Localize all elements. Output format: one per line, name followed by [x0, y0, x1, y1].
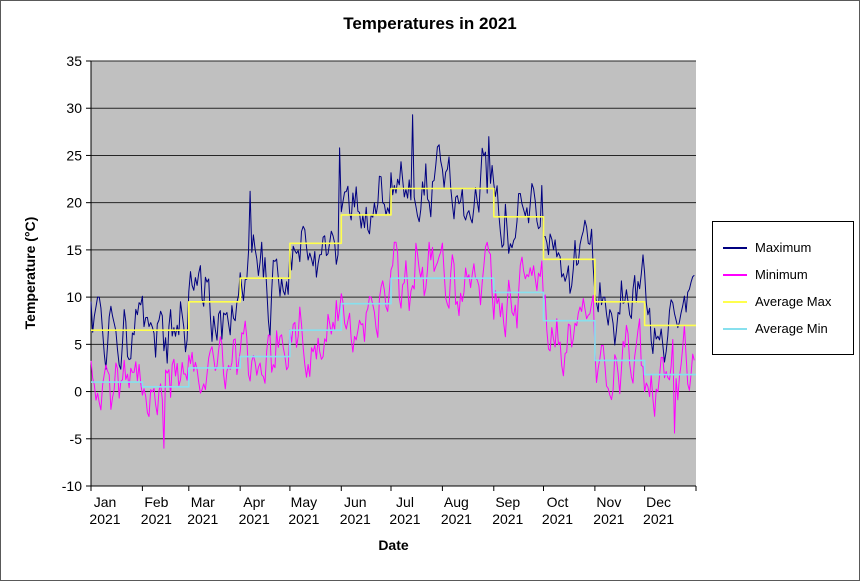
y-tick-label: 30 [66, 100, 82, 116]
x-tick-label-month: Jul [396, 494, 414, 510]
legend-item-minimum: Minimum [723, 261, 843, 288]
x-tick-label-year: 2021 [643, 511, 674, 527]
y-tick-label: 35 [66, 53, 82, 69]
y-tick-label: 0 [74, 384, 82, 400]
legend-item-maximum: Maximum [723, 234, 843, 261]
legend-label-maximum: Maximum [755, 240, 812, 255]
x-tick-label-month: Aug [444, 494, 469, 510]
y-tick-label: 10 [66, 289, 82, 305]
legend-label-minimum: Minimum [755, 267, 808, 282]
series-maximum-line [90, 114, 695, 370]
x-tick-label-year: 2021 [389, 511, 420, 527]
legend-line-sample-maximum [723, 246, 747, 249]
x-tick-label-year: 2021 [141, 511, 172, 527]
legend-line-sample-average-max [723, 300, 747, 303]
y-tick-label: 25 [66, 147, 82, 163]
x-tick-label-year: 2021 [340, 511, 371, 527]
y-tick-label: 15 [66, 242, 82, 258]
series-average-max-line [91, 187, 696, 331]
y-tick-label: -10 [62, 478, 82, 494]
y-tick-label: -5 [70, 431, 83, 447]
legend-line-sample-average-min [723, 327, 747, 330]
y-axis-title: Temperature (°C) [22, 216, 38, 330]
plot-background [91, 61, 696, 486]
x-tick-label-month: Apr [243, 494, 265, 510]
x-tick-label-month: Feb [144, 494, 168, 510]
series-minimum-line [90, 241, 695, 449]
legend-line-sample-minimum [723, 273, 747, 276]
y-tick-label: 5 [74, 336, 82, 352]
chart-title: Temperatures in 2021 [343, 14, 517, 33]
x-tick-label-month: Mar [191, 494, 215, 510]
x-tick-label-year: 2021 [542, 511, 573, 527]
x-tick-label-month: Nov [596, 494, 621, 510]
x-tick-label-year: 2021 [492, 511, 523, 527]
x-tick-label-month: Jun [344, 494, 367, 510]
legend: Maximum Minimum Average Max Average Min [712, 221, 854, 355]
x-tick-label-year: 2021 [89, 511, 120, 527]
legend-label-average-min: Average Min [755, 321, 828, 336]
x-tick-label-month: Jan [94, 494, 117, 510]
x-tick-label-year: 2021 [187, 511, 218, 527]
x-tick-label-year: 2021 [239, 511, 270, 527]
x-tick-label-year: 2021 [593, 511, 624, 527]
legend-label-average-max: Average Max [755, 294, 832, 309]
x-tick-label-year: 2021 [288, 511, 319, 527]
x-tick-label-month: May [291, 494, 317, 510]
x-axis-title: Date [378, 537, 409, 553]
x-tick-label-year: 2021 [441, 511, 472, 527]
legend-item-average-min: Average Min [723, 315, 843, 342]
x-tick-label-month: Dec [646, 494, 671, 510]
x-tick-label-month: Sep [495, 494, 520, 510]
legend-item-average-max: Average Max [723, 288, 843, 315]
x-tick-label-month: Oct [547, 494, 569, 510]
y-tick-label: 20 [66, 195, 82, 211]
series-average-min-line [91, 277, 696, 388]
